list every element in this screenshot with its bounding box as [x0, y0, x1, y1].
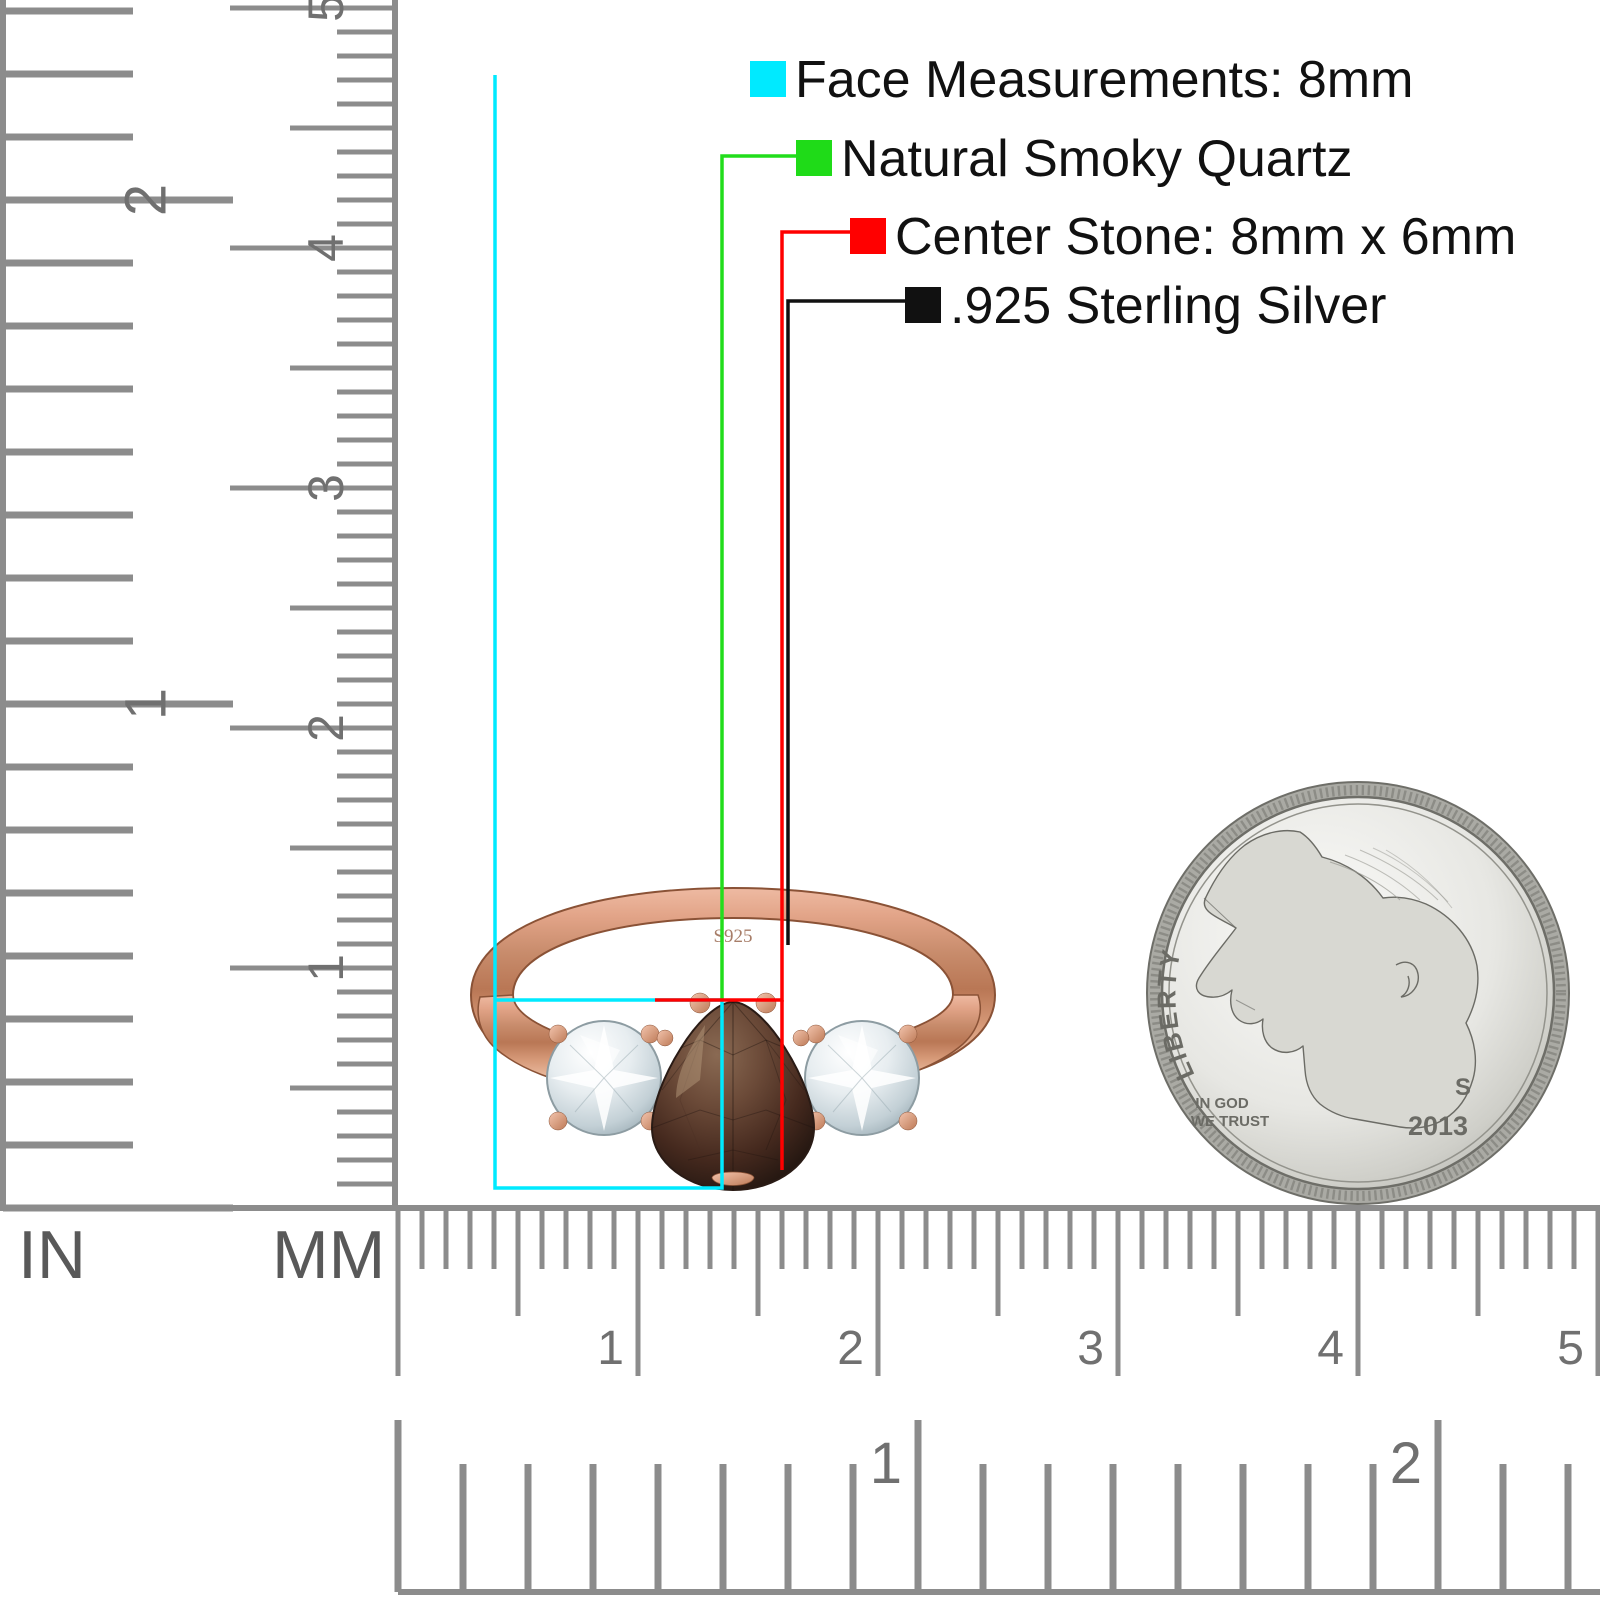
svg-text:4: 4: [1317, 1322, 1344, 1375]
svg-text:S: S: [1455, 1074, 1471, 1101]
svg-text:Face Measurements: 8mm: Face Measurements: 8mm: [795, 51, 1413, 109]
svg-text:Center Stone: 8mm x 6mm: Center Stone: 8mm x 6mm: [895, 208, 1516, 266]
svg-text:3: 3: [1077, 1322, 1104, 1375]
svg-text:.925 Sterling Silver: .925 Sterling Silver: [950, 277, 1386, 335]
svg-text:1: 1: [298, 954, 354, 982]
svg-text:1: 1: [597, 1322, 624, 1375]
svg-text:2: 2: [1390, 1431, 1422, 1496]
svg-text:2013: 2013: [1408, 1111, 1468, 1141]
svg-text:5: 5: [1557, 1322, 1584, 1375]
svg-text:2: 2: [837, 1322, 864, 1375]
svg-text:2: 2: [113, 184, 178, 216]
svg-text:1: 1: [113, 688, 178, 720]
svg-text:MM: MM: [272, 1217, 385, 1293]
svg-text:5: 5: [298, 0, 354, 22]
svg-text:1: 1: [870, 1431, 902, 1496]
svg-text:4: 4: [298, 234, 354, 262]
svg-text:WE TRUST: WE TRUST: [1191, 1113, 1269, 1130]
svg-text:IN GOD: IN GOD: [1195, 1095, 1249, 1112]
svg-text:3: 3: [298, 474, 354, 502]
svg-text:2: 2: [298, 714, 354, 742]
svg-text:Natural Smoky Quartz: Natural Smoky Quartz: [841, 130, 1353, 188]
svg-text:S925: S925: [713, 926, 752, 947]
svg-text:IN: IN: [18, 1217, 86, 1293]
